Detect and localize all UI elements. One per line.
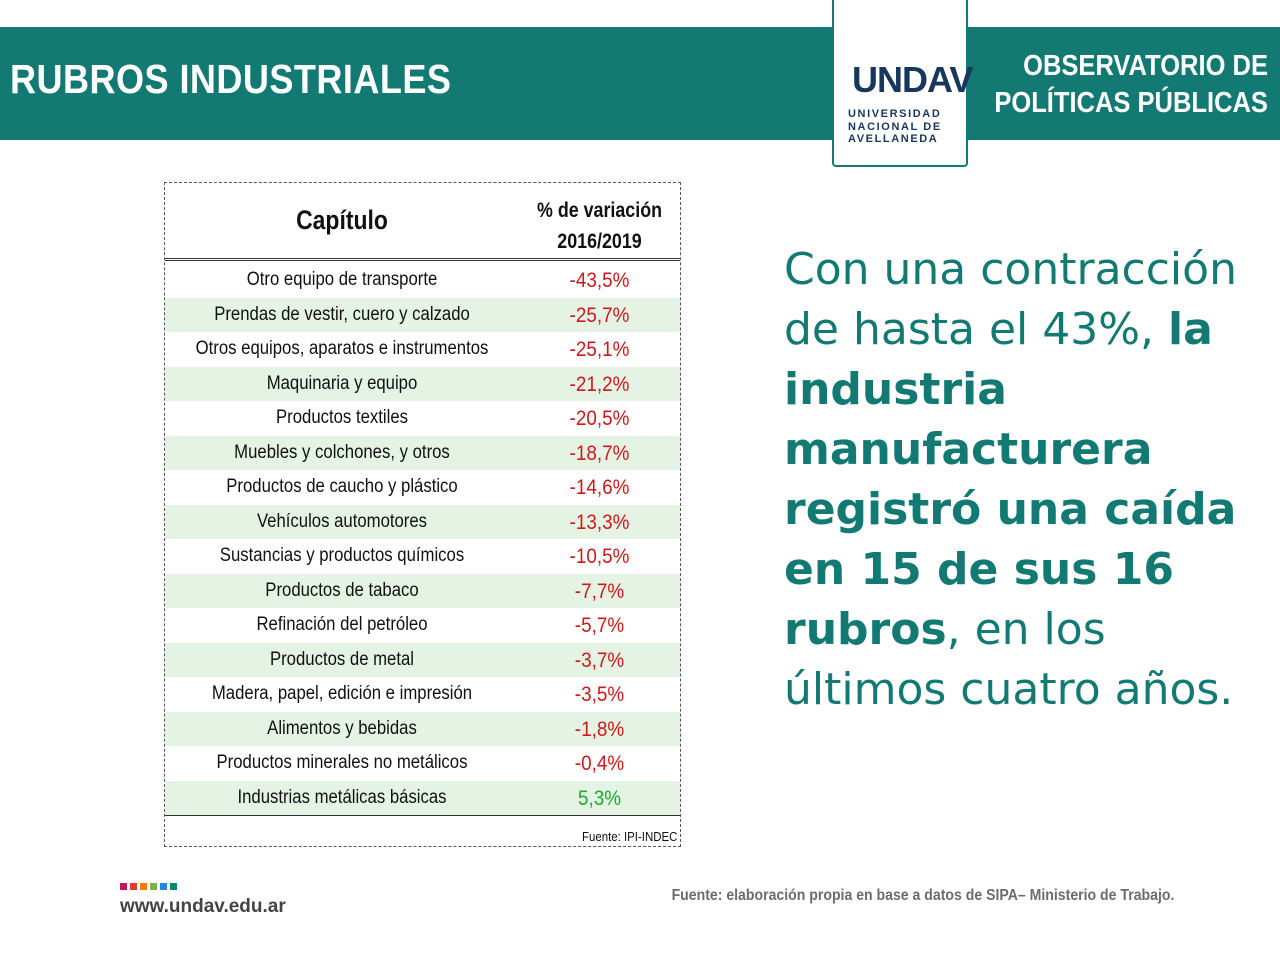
row-chapter: Otros equipos, aparatos e instrumentos: [195, 338, 489, 359]
table-row: Maquinaria y equipo -21,2%: [165, 366, 680, 401]
row-chapter: Productos de tabaco: [265, 579, 419, 601]
row-variation: -25,1%: [569, 338, 630, 361]
row-variation: -0,4%: [574, 752, 625, 775]
row-variation: -18,7%: [569, 441, 630, 465]
row-chapter: Maquinaria y equipo: [266, 372, 418, 394]
row-chapter: Otro equipo de transporte: [246, 269, 438, 290]
key-statement: Con una contracción de hasta el 43%, la …: [784, 240, 1264, 720]
table-row: Otro equipo de transporte -43,5%: [165, 263, 680, 298]
row-chapter: Productos textiles: [276, 407, 408, 428]
row-variation: -43,5%: [569, 269, 630, 292]
table-row: Vehículos automotores -13,3%: [165, 504, 680, 539]
brand-square: [120, 883, 127, 890]
table-row: Sustancias y productos químicos -10,5%: [165, 539, 680, 574]
row-variation: -20,5%: [569, 407, 630, 430]
logo-line: AVELLANEDA: [848, 133, 939, 145]
row-chapter: Refinación del petróleo: [256, 614, 428, 635]
row-chapter: Madera, papel, edición e impresión: [211, 683, 473, 704]
row-variation: -3,7%: [574, 648, 625, 672]
table-footer: Fuente: IPI-INDEC: [165, 815, 680, 847]
observatorio-title: OBSERVATORIO DE POLÍTICAS PÚBLICAS: [994, 48, 1268, 122]
observatorio-line: POLÍTICAS PÚBLICAS: [994, 87, 1268, 119]
brand-square: [150, 883, 157, 890]
table-body: Otro equipo de transporte -43,5% Prendas d…: [165, 263, 680, 815]
table-row: Madera, papel, edición e impresión -3,5%: [165, 677, 680, 712]
row-variation: -1,8%: [574, 717, 625, 741]
row-chapter: Prendas de vestir, cuero y calzado: [214, 303, 470, 325]
row-variation: -10,5%: [569, 545, 630, 568]
logo-university-name: UNIVERSIDAD NACIONAL DE AVELLANEDA: [848, 108, 958, 146]
header-variation-line: 2016/2019: [557, 230, 642, 253]
statement-bold: la industria manufacturera registró una …: [784, 304, 1237, 655]
variation-table: Capítulo % de variación 2016/2019 Otro e…: [164, 182, 681, 847]
row-chapter: Productos de caucho y plástico: [226, 476, 458, 497]
row-chapter: Alimentos y bebidas: [267, 717, 417, 739]
brand-square: [140, 883, 147, 890]
logo-wordmark: UNDAV: [852, 59, 973, 100]
row-variation: -3,5%: [574, 683, 625, 706]
row-variation: -14,6%: [569, 476, 630, 499]
table-row: Productos de caucho y plástico -14,6%: [165, 470, 680, 505]
row-variation: -25,7%: [569, 303, 630, 327]
row-chapter: Productos minerales no metálicos: [216, 752, 468, 773]
statement-part1: Con una contracción de hasta el 43%,: [784, 244, 1237, 355]
row-chapter: Muebles y colchones, y otros: [234, 441, 450, 463]
header-variation: % de variación 2016/2019: [531, 195, 668, 257]
undav-logo[interactable]: UNDAV UNIVERSIDAD NACIONAL DE AVELLANEDA: [832, 0, 973, 167]
logo-line: UNIVERSIDAD: [848, 108, 942, 120]
header-banner: [0, 27, 1280, 140]
row-variation: -13,3%: [569, 510, 630, 534]
logo-line: NACIONAL DE: [848, 120, 942, 133]
brand-squares: [120, 883, 180, 890]
row-variation: -7,7%: [574, 579, 625, 603]
brand-square: [130, 883, 137, 890]
brand-square: [170, 883, 177, 890]
table-row: Muebles y colchones, y otros -18,7%: [165, 435, 680, 470]
table-row: Productos de metal -3,7%: [165, 642, 680, 677]
page-title: RUBROS INDUSTRIALES: [10, 56, 452, 102]
table-row: Productos de tabaco -7,7%: [165, 573, 680, 608]
table-row: Productos textiles -20,5%: [165, 401, 680, 436]
table-row: Productos minerales no metálicos -0,4%: [165, 746, 680, 781]
row-chapter: Industrias metálicas básicas: [237, 786, 447, 808]
row-variation: -21,2%: [569, 372, 630, 396]
footer-source: Fuente: elaboración propia en base a dat…: [671, 887, 1174, 904]
row-chapter: Productos de metal: [269, 648, 415, 670]
statement-part2: , en los últimos cuatro años.: [784, 604, 1234, 715]
row-chapter: Sustancias y productos químicos: [219, 545, 465, 566]
header-variation-line: % de variación: [536, 199, 663, 222]
table-row: Otros equipos, aparatos e instrumentos -2…: [165, 332, 680, 367]
observatorio-line: OBSERVATORIO DE: [1023, 50, 1268, 82]
row-variation: -5,7%: [574, 614, 625, 637]
table-row: Prendas de vestir, cuero y calzado -25,7%: [165, 297, 680, 332]
brand-square: [160, 883, 167, 890]
table-row: Alimentos y bebidas -1,8%: [165, 711, 680, 746]
header-chapter: Capítulo: [296, 205, 388, 235]
table-row: Refinación del petróleo -5,7%: [165, 608, 680, 643]
website-link[interactable]: www.undav.edu.ar: [120, 896, 286, 917]
table-source: Fuente: IPI-INDEC: [581, 829, 677, 844]
row-variation: 5,3%: [577, 786, 622, 810]
table-header: Capítulo % de variación 2016/2019: [165, 183, 680, 261]
row-chapter: Vehículos automotores: [256, 510, 428, 532]
table-row: Industrias metálicas básicas 5,3%: [165, 780, 680, 815]
